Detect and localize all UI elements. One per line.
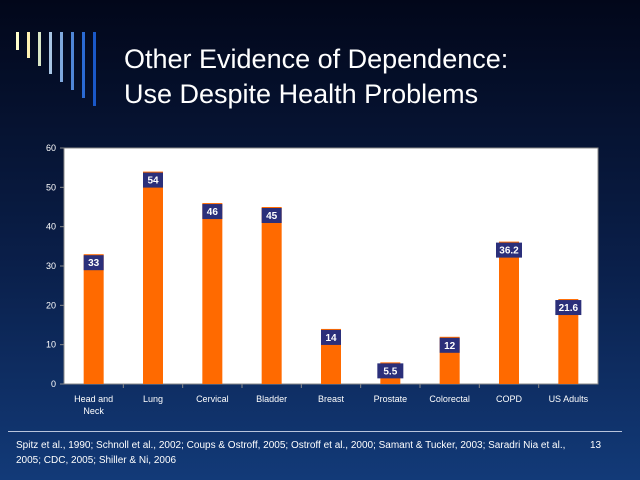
data-label: 14 <box>325 333 337 344</box>
y-tick-label: 40 <box>46 222 56 232</box>
data-label-box <box>321 329 341 345</box>
bar <box>558 299 579 384</box>
citation-text: Spitz et al., 1990; Schnoll et al., 2002… <box>16 440 566 466</box>
title-line-2: Use Despite Health Problems <box>124 79 479 109</box>
y-tick-label: 10 <box>46 340 56 350</box>
x-category-label: Head and <box>74 394 113 404</box>
footer-divider <box>8 431 622 432</box>
bar <box>143 171 163 384</box>
data-label-box <box>143 172 163 188</box>
data-label-box <box>555 300 582 316</box>
x-category-label: Prostate <box>374 394 408 404</box>
data-label-box <box>439 337 460 353</box>
data-label: 45 <box>266 211 278 222</box>
data-label-box <box>83 255 104 271</box>
data-label: 54 <box>147 176 159 187</box>
title-line-1: Other Evidence of Dependence: <box>124 44 509 74</box>
bar <box>261 207 282 384</box>
slide-title: Other Evidence of Dependence: Use Despit… <box>124 42 624 112</box>
deco-stripe <box>71 32 74 90</box>
page-number: 13 <box>590 440 602 451</box>
bar-chart: 0 10 20 30 40 50 60 33 Head and Neck 54 Lung 46 Cervi… <box>46 143 599 416</box>
bar <box>83 254 104 384</box>
deco-stripe <box>60 32 63 82</box>
data-label: 46 <box>207 207 219 218</box>
data-label: 21.6 <box>559 303 579 314</box>
data-label: 12 <box>444 341 456 352</box>
x-category-label: Lung <box>143 394 163 404</box>
y-tick-label: 60 <box>46 143 56 153</box>
y-tick-label: 20 <box>46 300 56 310</box>
y-tick-label: 0 <box>51 379 56 389</box>
data-label-box <box>202 204 223 220</box>
x-category-label: Neck <box>83 406 104 416</box>
data-label-box <box>496 242 522 258</box>
bar <box>202 203 223 384</box>
bar <box>499 241 519 384</box>
x-category-label: COPD <box>496 394 523 404</box>
x-category-label: Breast <box>318 394 345 404</box>
y-tick-label: 30 <box>46 261 56 271</box>
x-category-label: Colorectal <box>429 394 470 404</box>
deco-stripe <box>38 32 41 66</box>
x-category-label: US Adults <box>549 394 589 404</box>
data-label: 5.5 <box>383 366 397 377</box>
deco-stripe <box>93 32 96 106</box>
data-label: 36.2 <box>499 246 519 257</box>
deco-stripe <box>82 32 85 98</box>
data-label-box <box>377 363 404 379</box>
deco-stripe <box>16 32 19 50</box>
deco-stripe <box>49 32 52 74</box>
x-category-label: Bladder <box>256 394 287 404</box>
decorative-stripes <box>16 32 96 106</box>
x-category-label: Cervical <box>196 394 229 404</box>
data-label: 33 <box>88 258 100 269</box>
y-tick-label: 50 <box>46 182 56 192</box>
deco-stripe <box>27 32 30 58</box>
data-label-box <box>261 208 282 223</box>
